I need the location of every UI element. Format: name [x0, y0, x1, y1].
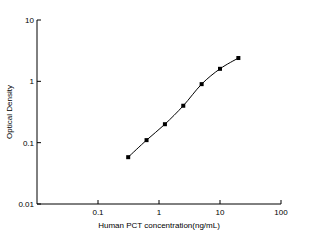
x-tick: [98, 200, 99, 204]
x-tick-label: 10: [216, 208, 225, 217]
x-tick: [281, 200, 282, 204]
y-tick: [37, 81, 41, 82]
data-point: [145, 138, 149, 142]
y-tick-label: 0.1: [23, 139, 35, 148]
y-axis-line: [37, 20, 38, 204]
data-point: [236, 56, 240, 60]
x-axis-label: Human PCT concentration(ng/mL): [98, 221, 220, 230]
x-tick: [159, 200, 160, 204]
data-point: [126, 155, 130, 159]
chart-container: 0.1 1 10 100 0.01 0.1 1 10 Human PCT concentrati…: [0, 0, 319, 242]
plot-area: [126, 56, 240, 159]
data-point: [163, 122, 167, 126]
y-tick-label: 0.01: [18, 200, 34, 209]
x-tick-label: 0.1: [92, 208, 104, 217]
y-tick-label: 10: [25, 16, 34, 25]
x-tick-label: 1: [157, 208, 162, 217]
data-point: [218, 67, 222, 71]
series-line: [128, 58, 238, 157]
data-point: [200, 82, 204, 86]
data-point: [181, 104, 185, 108]
x-tick-label: 100: [274, 208, 288, 217]
y-axis-label: Optical Density: [5, 85, 14, 139]
x-tick: [220, 200, 221, 204]
y-tick: [37, 142, 41, 143]
y-tick: [37, 204, 41, 205]
y-tick-label: 1: [30, 77, 35, 86]
chart: 0.1 1 10 100 0.01 0.1 1 10 Human PCT concentrati…: [0, 0, 319, 242]
y-tick: [37, 20, 41, 21]
